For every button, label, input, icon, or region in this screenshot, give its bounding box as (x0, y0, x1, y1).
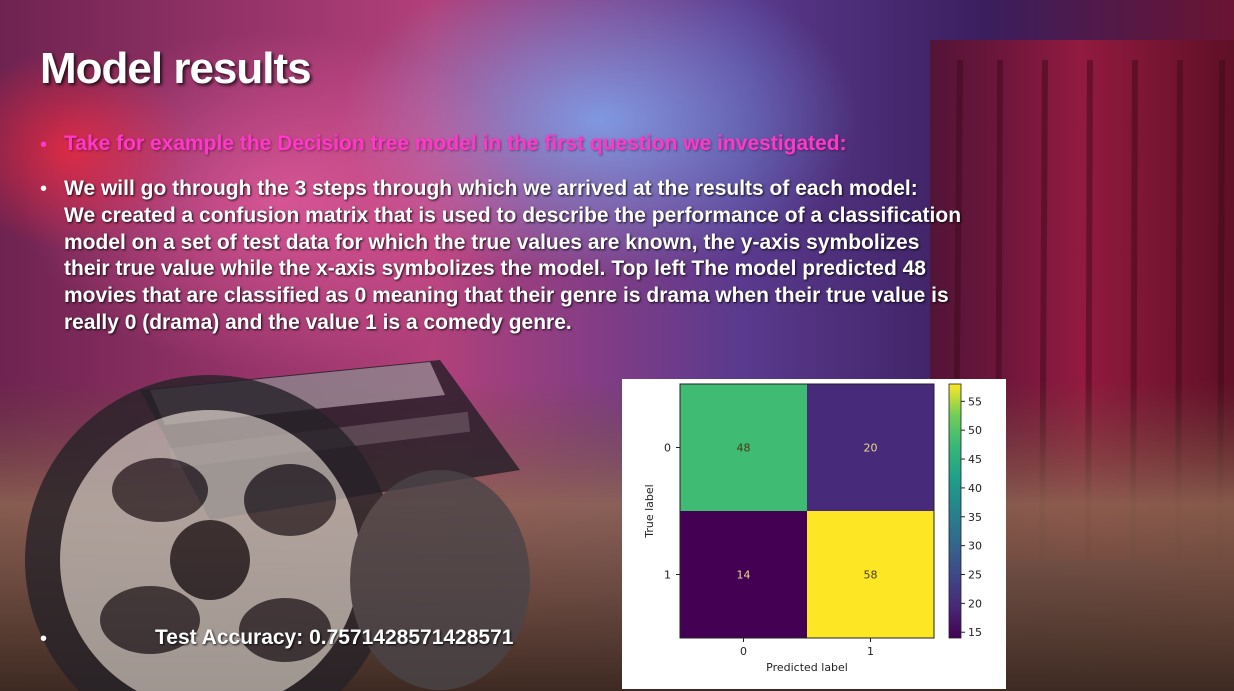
colorbar-tick-label-15: 15 (968, 626, 982, 639)
matrix-cell-value-1-1: 58 (864, 569, 878, 582)
test-accuracy: Test Accuracy: 0.7571428571428571 (155, 626, 514, 649)
x-axis-label: Predicted label (766, 661, 848, 674)
bullet-explanation: We will go through the 3 steps through w… (64, 176, 964, 337)
colorbar-tick-label-40: 40 (968, 482, 982, 495)
matrix-cell-1-0 (680, 511, 807, 638)
matrix-cell-0-0 (680, 384, 807, 511)
confusion-matrix-svg: 48 20 14 58 0 1 0 1 Predicted label True labe… (643, 383, 982, 674)
colorbar-tick-label-30: 30 (968, 540, 982, 553)
y-tick-label-0: 0 (664, 442, 671, 455)
colorbar-tick-label-35: 35 (968, 511, 982, 524)
bullet-marker-1: • (40, 134, 48, 156)
colorbar-tick-label-20: 20 (968, 597, 982, 610)
matrix-cell-value-0-0: 48 (737, 442, 751, 455)
matrix-frame (679, 383, 935, 639)
slide-title: Model results (40, 44, 312, 93)
matrix-cell-value-0-1: 20 (864, 442, 878, 455)
confusion-matrix-chart: 48 20 14 58 0 1 0 1 Predicted label True labe… (622, 379, 1006, 689)
bullet-explanation-body: We created a confusion matrix that is us… (64, 203, 962, 334)
y-tick-label-1: 1 (664, 569, 671, 582)
x-tick-label-1: 1 (867, 645, 874, 658)
colorbar (948, 383, 962, 639)
y-axis-label: True label (643, 484, 656, 538)
bullet-marker-2: • (40, 178, 48, 200)
colorbar-tick-label-25: 25 (968, 569, 982, 582)
x-tick-label-0: 0 (740, 645, 747, 658)
bullet-highlight: Take for example the Decision tree model… (64, 132, 847, 155)
colorbar-tick-label-50: 50 (968, 424, 982, 437)
matrix-cell-value-1-0: 14 (737, 569, 751, 582)
matrix-cell-1-1 (807, 511, 934, 638)
matrix-cell-0-1 (807, 384, 934, 511)
colorbar-tick-label-55: 55 (968, 395, 982, 408)
colorbar-tick-label-45: 45 (968, 453, 982, 466)
bullet-explanation-intro: We will go through the 3 steps through w… (64, 177, 918, 200)
bullet-marker-3: • (40, 628, 48, 650)
